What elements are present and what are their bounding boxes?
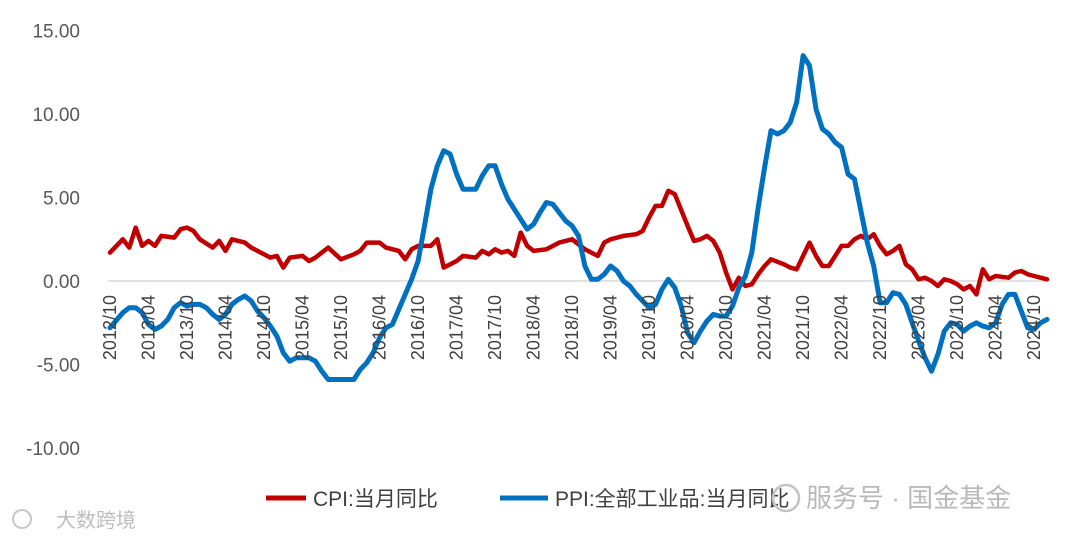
x-tick-label: 2012/10 <box>100 295 120 360</box>
y-tick-label: 10.00 <box>32 105 80 126</box>
x-tick-label: 2020/04 <box>678 295 698 360</box>
watermark-left: 大数跨境 <box>12 509 136 532</box>
x-tick-label: 2013/10 <box>177 295 197 360</box>
watermark-wechat-icon <box>771 483 801 513</box>
y-tick-label: -10.00 <box>26 439 80 460</box>
series-layer <box>107 53 1050 382</box>
y-tick-label: 15.00 <box>32 22 80 43</box>
watermark-right: 服务号 · 国金基金 <box>771 483 1011 513</box>
x-tick-label: 2024/04 <box>986 295 1006 360</box>
x-tick-label: 2023/04 <box>909 295 929 360</box>
y-tick-label: 0.00 <box>43 272 80 293</box>
legend: CPI:当月同比 PPI:全部工业品:当月同比 <box>266 488 790 511</box>
y-tick-label: 5.00 <box>43 189 80 210</box>
x-tick-label: 2017/10 <box>485 295 505 360</box>
cpi-series-line <box>107 188 1050 297</box>
y-tick-label: -5.00 <box>37 356 80 377</box>
x-tick-label: 2019/10 <box>639 295 659 360</box>
legend-label-ppi: PPI:全部工业品:当月同比 <box>555 488 790 511</box>
x-tick-label: 2016/04 <box>370 295 390 360</box>
legend-label-cpi: CPI:当月同比 <box>313 488 438 511</box>
x-tick-label: 2022/04 <box>832 295 852 360</box>
x-tick-label: 2023/10 <box>947 295 967 360</box>
x-tick-label: 2018/04 <box>524 295 544 360</box>
x-tick-label: 2024/10 <box>1024 295 1044 360</box>
x-tick-label: 2013/04 <box>139 295 159 360</box>
x-tick-label: 2017/04 <box>447 295 467 360</box>
x-tick-label: 2020/10 <box>716 295 736 360</box>
x-tick-label: 2021/04 <box>755 295 775 360</box>
ppi-series-line <box>107 53 1050 382</box>
watermark-logo-icon <box>12 509 32 529</box>
x-tick-label: 2015/04 <box>293 295 313 360</box>
x-tick-label: 2021/10 <box>793 295 813 360</box>
x-tick-label: 2019/04 <box>601 295 621 360</box>
y-axis: 15.00 10.00 5.00 0.00 -5.00 -10.00 <box>26 22 80 461</box>
x-tick-label: 2014/04 <box>216 295 236 360</box>
x-tick-label: 2016/10 <box>408 295 428 360</box>
x-tick-label: 2015/10 <box>331 295 351 360</box>
watermark-right-text: 服务号 · 国金基金 <box>806 483 1011 513</box>
x-tick-label: 2014/10 <box>254 295 274 360</box>
watermark-left-text: 大数跨境 <box>56 509 136 532</box>
x-tick-label: 2022/10 <box>870 295 890 360</box>
x-axis: 2012/10 2013/04 2013/10 2014/04 2014/10 2015/… <box>100 295 1044 360</box>
x-tick-label: 2018/10 <box>562 295 582 360</box>
